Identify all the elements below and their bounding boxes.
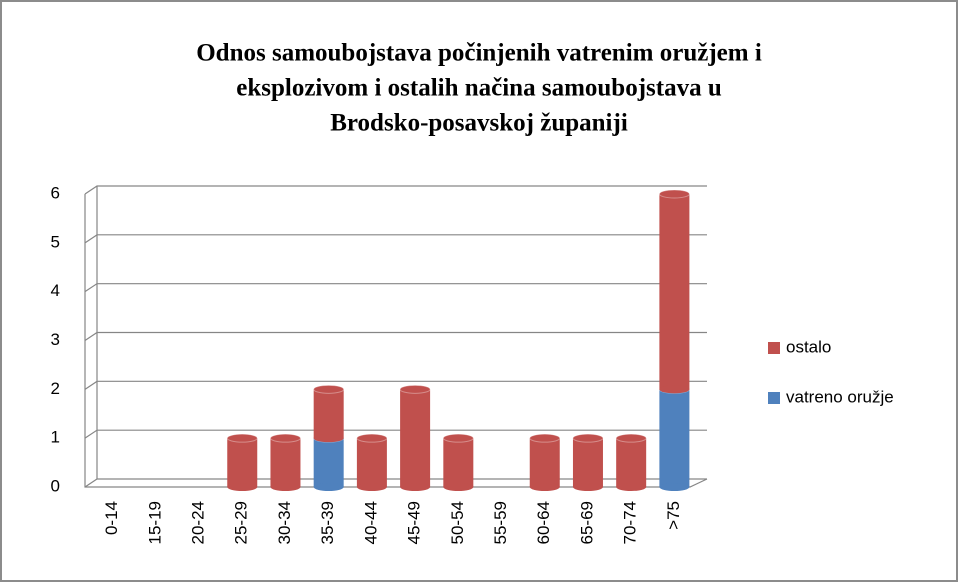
bar-segment bbox=[356, 438, 387, 487]
bar-cap bbox=[572, 433, 604, 443]
bar-bottom bbox=[443, 483, 474, 491]
axis bbox=[84, 186, 708, 488]
bar-bottom bbox=[659, 385, 690, 394]
x-tick-label: 45-49 bbox=[405, 501, 424, 544]
x-tick-label: 20-24 bbox=[189, 501, 208, 544]
y-tick-label: 6 bbox=[51, 183, 60, 202]
x-tick-label: 0-14 bbox=[102, 501, 121, 535]
bar-bottom bbox=[529, 483, 560, 491]
bar-segment bbox=[400, 389, 431, 487]
bar-segment bbox=[572, 438, 603, 487]
legend-swatch bbox=[768, 392, 780, 404]
bar-cap bbox=[529, 433, 561, 443]
bar-segment bbox=[529, 438, 560, 487]
bar-cap bbox=[658, 189, 690, 199]
x-tick-label: >75 bbox=[664, 501, 683, 530]
x-tick-label: 60-64 bbox=[534, 501, 553, 544]
bar-segment bbox=[227, 438, 258, 487]
x-tick-label: 30-34 bbox=[275, 501, 294, 544]
bar-cap bbox=[615, 433, 647, 443]
chart-title: Brodsko-posavskoj županiji bbox=[330, 110, 628, 137]
bar-bottom bbox=[313, 434, 344, 443]
chart-title: eksplozivom i ostalih načina samoubojsta… bbox=[236, 75, 722, 102]
y-tick-label: 4 bbox=[51, 281, 60, 300]
x-tick-label: 70-74 bbox=[621, 501, 640, 544]
x-tick-label: 65-69 bbox=[577, 501, 596, 544]
bar-bottom bbox=[356, 483, 387, 491]
bar-bottom bbox=[313, 483, 344, 491]
bar-bottom bbox=[400, 483, 431, 491]
x-tick-label: 25-29 bbox=[232, 501, 251, 544]
bar-cap bbox=[356, 433, 388, 443]
bar-cap bbox=[399, 384, 431, 394]
bar-segment bbox=[270, 438, 301, 487]
bar-cap bbox=[269, 433, 301, 443]
bar-bottom bbox=[270, 483, 301, 491]
chart-title: Odnos samoubojstava počinjenih vatrenim … bbox=[196, 40, 762, 67]
bar-bottom bbox=[616, 483, 647, 491]
legend-label: ostalo bbox=[786, 337, 831, 356]
bar-segment bbox=[443, 438, 474, 487]
y-tick-label: 5 bbox=[51, 232, 60, 251]
y-tick-label: 1 bbox=[51, 428, 60, 447]
bar-cap bbox=[226, 433, 258, 443]
bar-segment bbox=[659, 194, 690, 390]
y-tick-label: 0 bbox=[51, 476, 60, 495]
bar-segment bbox=[659, 389, 690, 487]
legend-swatch bbox=[768, 342, 780, 354]
y-tick-label: 2 bbox=[51, 379, 60, 398]
bar-cap bbox=[442, 433, 474, 443]
x-tick-label: 50-54 bbox=[448, 501, 467, 544]
bar-segment bbox=[313, 438, 344, 487]
x-tick-label: 35-39 bbox=[318, 501, 337, 544]
bar-segment bbox=[616, 438, 647, 487]
x-tick-label: 40-44 bbox=[361, 501, 380, 544]
x-tick-label: 15-19 bbox=[145, 501, 164, 544]
x-tick-label: 55-59 bbox=[491, 501, 510, 544]
y-tick-label: 3 bbox=[51, 330, 60, 349]
bar-segment bbox=[313, 389, 344, 439]
bar-cap bbox=[313, 384, 345, 394]
legend-label: vatreno oružje bbox=[786, 387, 894, 406]
bar-bottom bbox=[227, 483, 258, 491]
bar-bottom bbox=[659, 483, 690, 491]
bar-bottom bbox=[572, 483, 603, 491]
